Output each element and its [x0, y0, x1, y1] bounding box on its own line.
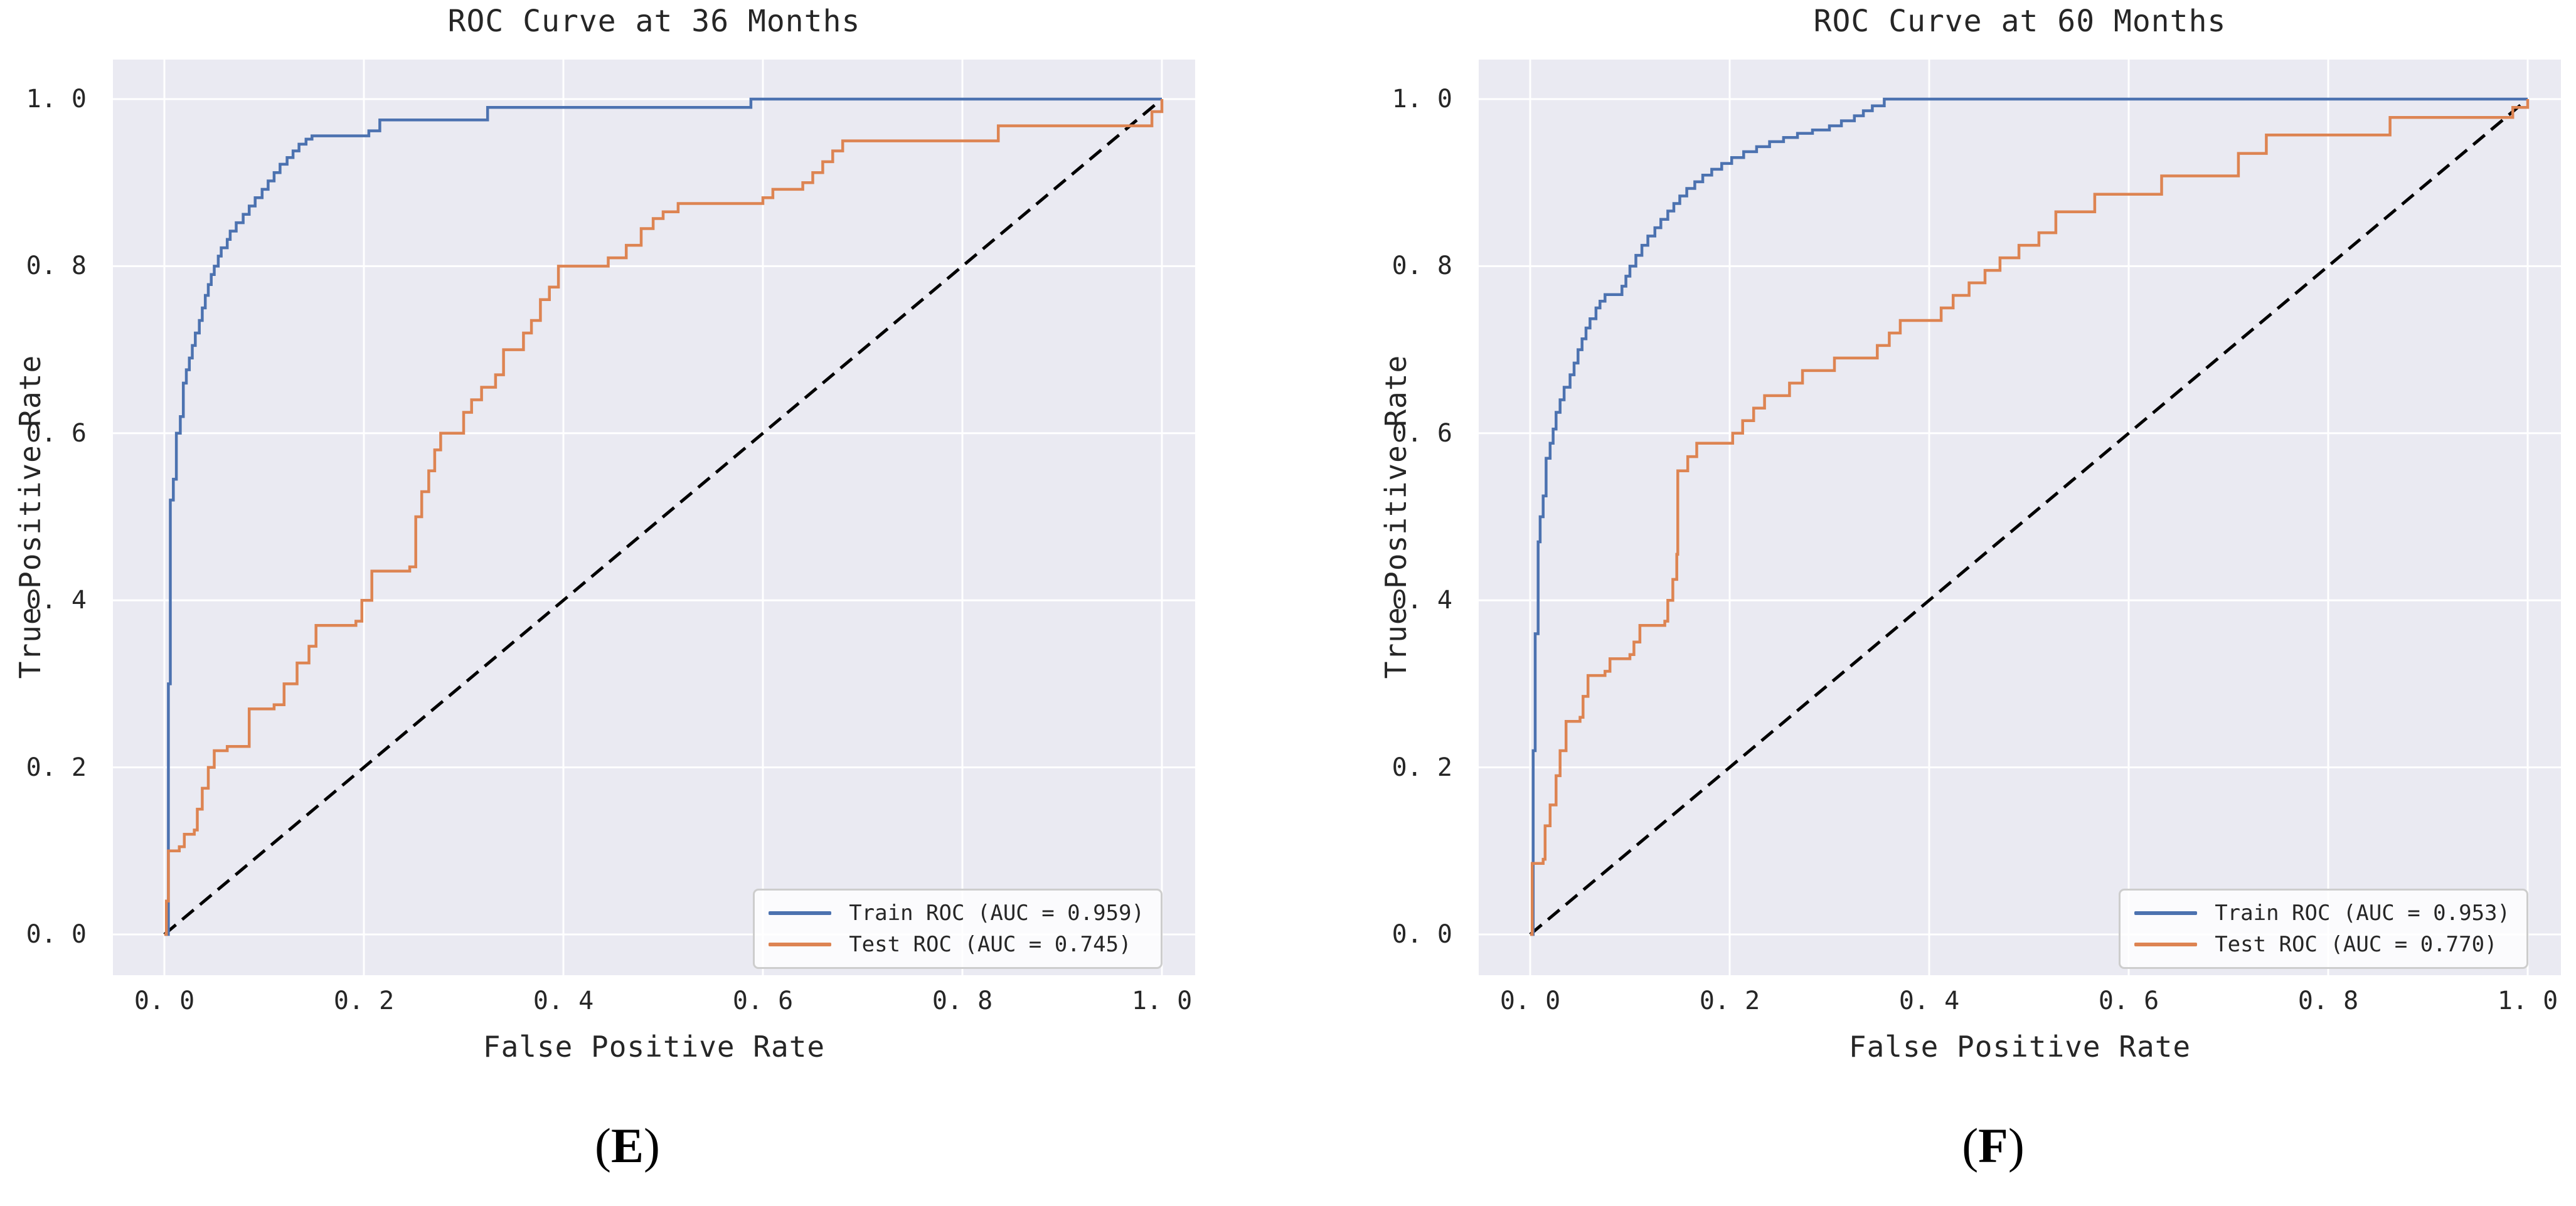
plot-area: Train ROC (AUC = 0.959) Test ROC (AUC = 0…	[113, 60, 1195, 975]
y-tick-label: 0. 8	[1392, 251, 1452, 281]
y-tick-label: 0. 0	[26, 920, 87, 949]
y-axis-label: True Positive Rate	[1379, 354, 1413, 679]
chance-diagonal-line	[1529, 98, 2529, 936]
chart-title: ROC Curve at 60 Months	[1813, 4, 2227, 39]
roc-curve	[1530, 99, 2530, 936]
roc-chart-60-months: ROC Curve at 60 Months True Positive Rat…	[1316, 0, 2576, 1206]
legend-row: Train ROC (AUC = 0.953)	[2134, 901, 2510, 926]
caption-letter: E	[610, 1118, 644, 1173]
y-tick-label: 0. 6	[26, 418, 87, 448]
x-axis-label: False Positive Rate	[482, 1030, 826, 1064]
chart-title: ROC Curve at 36 Months	[447, 4, 861, 39]
y-tick-label: 0. 2	[26, 753, 87, 782]
y-tick-label: 0. 4	[26, 586, 87, 615]
y-tick-label: 0. 0	[1392, 920, 1452, 949]
legend-label: Test ROC (AUC = 0.770)	[2215, 932, 2498, 957]
x-tick-label: 1. 0	[2497, 986, 2558, 1015]
legend-line-sample	[2134, 911, 2198, 915]
legend-line-sample	[2134, 943, 2198, 946]
legend-row: Train ROC (AUC = 0.959)	[769, 901, 1144, 926]
roc-curve	[164, 97, 1162, 936]
x-tick-label: 0. 0	[134, 986, 195, 1015]
legend-label: Train ROC (AUC = 0.953)	[2215, 901, 2510, 926]
x-tick-label: 0. 2	[1699, 986, 1760, 1015]
y-axis-label: True Positive Rate	[13, 354, 47, 679]
x-axis-label: False Positive Rate	[1848, 1030, 2191, 1064]
plot-background	[1479, 60, 2561, 975]
legend-row: Test ROC (AUC = 0.770)	[2134, 932, 2510, 957]
plot-background	[113, 60, 1195, 975]
legend-label: Test ROC (AUC = 0.745)	[849, 932, 1132, 957]
legend-row: Test ROC (AUC = 0.745)	[769, 932, 1144, 957]
x-tick-label: 0. 6	[2098, 986, 2159, 1015]
x-tick-label: 0. 4	[1898, 986, 1960, 1015]
roc-curve	[164, 99, 1164, 936]
roc-plot-svg	[1479, 60, 2561, 975]
legend-line-sample	[769, 911, 832, 915]
x-tick-label: 0. 8	[932, 986, 993, 1015]
legend-label: Train ROC (AUC = 0.959)	[849, 901, 1144, 926]
x-tick-label: 0. 6	[732, 986, 794, 1015]
x-tick-label: 0. 4	[533, 986, 594, 1015]
roc-curve	[1530, 97, 2528, 936]
caption-open-paren: (	[1962, 1118, 1979, 1173]
roc-plot-svg	[113, 60, 1195, 975]
panel-caption: (F)	[1868, 1118, 2119, 1174]
x-tick-label: 0. 0	[1499, 986, 1561, 1015]
y-tick-label: 0. 2	[1392, 753, 1452, 782]
legend: Train ROC (AUC = 0.959) Test ROC (AUC = 0…	[753, 889, 1163, 969]
roc-chart-36-months: ROC Curve at 36 Months True Positive Rat…	[0, 0, 1211, 1206]
caption-letter: F	[1978, 1118, 2008, 1173]
caption-close-paren: )	[644, 1118, 660, 1173]
y-tick-label: 1. 0	[26, 85, 87, 114]
x-tick-label: 0. 2	[333, 986, 395, 1015]
chance-diagonal-line	[163, 98, 1163, 936]
y-tick-label: 1. 0	[1392, 85, 1452, 114]
panel-caption: (E)	[502, 1118, 753, 1174]
legend: Train ROC (AUC = 0.953) Test ROC (AUC = 0…	[2119, 889, 2528, 969]
plot-area: Train ROC (AUC = 0.953) Test ROC (AUC = 0…	[1479, 60, 2561, 975]
x-tick-label: 0. 8	[2297, 986, 2359, 1015]
y-tick-label: 0. 6	[1392, 418, 1452, 448]
legend-line-sample	[769, 943, 832, 946]
caption-close-paren: )	[2008, 1118, 2025, 1173]
caption-open-paren: (	[595, 1118, 611, 1173]
x-tick-label: 1. 0	[1131, 986, 1193, 1015]
y-tick-label: 0. 4	[1392, 586, 1452, 615]
y-tick-label: 0. 8	[26, 251, 87, 281]
